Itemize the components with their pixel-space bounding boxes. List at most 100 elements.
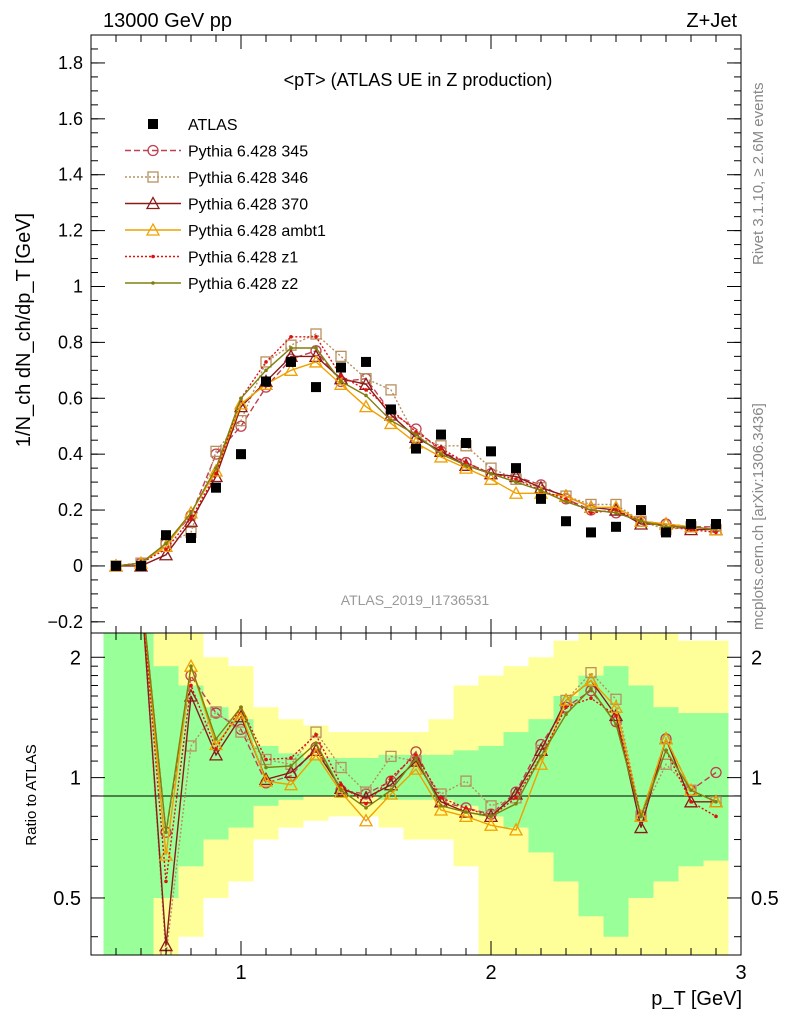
ratio-point [158, 847, 174, 861]
ratio-point [614, 713, 618, 718]
data-point [414, 430, 418, 434]
data-point [385, 384, 397, 396]
ratio-point [136, 582, 146, 592]
ratio-point [139, 585, 143, 589]
ratio-point [210, 706, 222, 718]
data-point [261, 376, 271, 387]
data-point [514, 480, 518, 484]
data-point [464, 463, 468, 468]
data-point [586, 527, 596, 538]
legend-label: Pythia 6.428 345 [188, 144, 308, 161]
data-point [711, 519, 721, 530]
legend-item: Pythia 6.428 346 [125, 170, 308, 187]
data-point [260, 356, 272, 368]
data-point [308, 354, 324, 368]
ratio-point [135, 581, 147, 592]
ratio-point [310, 726, 322, 738]
data-point [414, 432, 418, 437]
ratio-point [564, 705, 568, 710]
ratio-point [389, 788, 393, 793]
ratio-point [539, 754, 543, 759]
legend-marker [151, 254, 155, 259]
ratio-point [389, 775, 393, 780]
legend-item: Pythia 6.428 345 [125, 144, 308, 161]
data-point [335, 350, 347, 363]
legend-label: Pythia 6.428 370 [188, 197, 308, 214]
ratio-point [283, 777, 299, 791]
data-point [208, 463, 224, 477]
ratio-point [714, 814, 718, 819]
x-axis-label: p_T [GeV] [651, 988, 742, 1010]
ratio-band-inner [428, 754, 454, 800]
ratio-point [639, 814, 643, 819]
ratio-point [585, 667, 597, 679]
ratio-point [610, 693, 622, 705]
ratio-point [710, 766, 722, 779]
data-point [236, 449, 246, 460]
data-point [561, 516, 571, 527]
ratio-point [183, 658, 199, 672]
data-point [210, 445, 222, 458]
legend-label: Pythia 6.428 ambt1 [188, 223, 326, 240]
ratio-point [110, 581, 122, 592]
data-point [614, 508, 618, 512]
series-pythia-6-428-345 [110, 345, 722, 572]
ratio-point [689, 799, 693, 804]
main-ytick-label: 1.4 [58, 165, 83, 185]
ratio-point [408, 761, 424, 775]
main-ytick-label: 0.2 [58, 500, 83, 520]
ratio-point [358, 813, 374, 827]
ratio-band-inner [478, 745, 504, 817]
legend-item: Pythia 6.428 370 [125, 196, 308, 214]
data-point [539, 488, 543, 493]
legend-item: Pythia 6.428 ambt1 [125, 222, 326, 240]
ratio-ytick-label: 1 [70, 768, 81, 790]
data-point [286, 356, 296, 367]
ratio-point [111, 582, 121, 592]
ratio-point [164, 879, 168, 884]
ratio-point [433, 802, 449, 816]
ratio-point [208, 747, 224, 761]
ratio-point [114, 585, 118, 589]
data-point [233, 396, 249, 410]
data-point [411, 443, 421, 454]
data-point [483, 471, 499, 485]
data-point [361, 356, 371, 367]
legend-item: Pythia 6.428 z1 [125, 250, 298, 267]
main-ylabel: 1/N_ch dN_ch/dp_T [GeV] [13, 213, 35, 447]
ratio-point [689, 788, 693, 793]
data-point [310, 328, 322, 340]
data-point [111, 560, 121, 571]
ratio-point [564, 712, 568, 717]
data-point [611, 521, 621, 532]
ratio-point [114, 585, 118, 589]
legend-marker [147, 144, 159, 157]
ratio-point [489, 814, 493, 819]
data-point [364, 388, 368, 392]
data-point [289, 334, 293, 339]
data-point [358, 399, 374, 413]
ratio-point [164, 830, 168, 835]
data-point [314, 346, 318, 350]
data-point [458, 460, 474, 474]
xtick-label: 1 [235, 962, 246, 984]
data-point [289, 346, 293, 350]
ratio-ytick-label-right: 0.5 [751, 888, 779, 910]
ratio-point [258, 772, 274, 786]
ratio-point [460, 775, 472, 787]
ratio-point [110, 581, 122, 592]
series-line [115, 361, 717, 567]
data-point [364, 393, 368, 398]
legend-marker [148, 119, 158, 129]
ratio-point [139, 585, 143, 589]
legend-marker [145, 222, 161, 236]
ratio-point [189, 683, 193, 688]
ratio-point [608, 708, 624, 722]
ratio-point [608, 699, 624, 713]
data-point [264, 360, 268, 364]
ratio-point [136, 582, 146, 592]
main-ytick-label: 0.8 [58, 332, 83, 352]
ratio-point [135, 581, 147, 592]
ratio-point [308, 747, 324, 761]
main-ytick-label: 1.2 [58, 221, 83, 241]
